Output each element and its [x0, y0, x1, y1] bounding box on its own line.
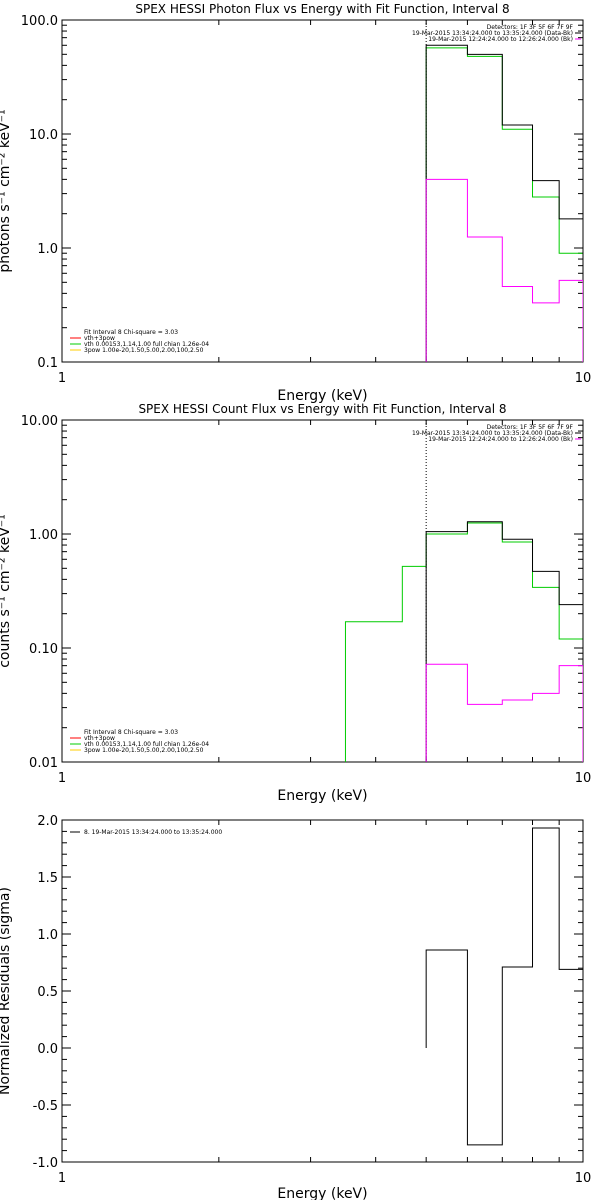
y-tick-label: 0.10: [29, 642, 58, 657]
y-tick-label: 10.0: [29, 128, 58, 143]
legend-bottom-line: 3pow 1.00e-20,1.50,5.00,2.00,100,2.50: [84, 347, 204, 354]
chart-panel-2: SPEX HESSI Count Flux vs Energy with Fit…: [0, 402, 591, 804]
legend-line: 8. 19-Mar-2015 13:34:24.000 to 13:35:24.…: [84, 829, 222, 836]
y-tick-label: 1.00: [29, 528, 58, 543]
chart-title: SPEX HESSI Count Flux vs Energy with Fit…: [138, 402, 506, 416]
series-group: [425, 44, 583, 362]
series-2-line: [425, 44, 583, 362]
series-1-line: [344, 522, 583, 762]
series-3-line: [425, 178, 583, 362]
y-tick-label: -0.5: [33, 1099, 58, 1114]
x-axis-label: Energy (keV): [277, 388, 367, 404]
legend-top-line: Detectors: 1F 3F 5F 6F 7F 9F: [487, 424, 574, 431]
x-tick-label: 1: [58, 371, 66, 386]
plot-frame: [61, 819, 584, 1163]
series-2-line: [425, 521, 583, 762]
y-axis-label: counts s⁻¹ cm⁻² keV⁻¹: [0, 514, 13, 668]
legend-bottom-line: 3pow 1.00e-20,1.50,5.00,2.00,100,2.50: [84, 747, 204, 754]
y-tick-label: 100.0: [21, 14, 58, 29]
x-tick-label: 10: [575, 371, 592, 386]
chart-panel-3: 1 10 -1.0 -0.5 0.0 0.5 1.0 1.5 2.0 Energy (keV) No…: [0, 814, 591, 1200]
x-axis-label: Energy (keV): [277, 1186, 367, 1200]
plot-frame: [61, 19, 584, 363]
y-tick-label: 1.0: [37, 928, 58, 943]
y-tick-label: 0.0: [37, 1042, 58, 1057]
x-tick-label: 10: [575, 771, 592, 786]
series-3-line: [425, 663, 583, 762]
y-tick-label: 1.0: [37, 242, 58, 257]
series-1-line: [425, 827, 583, 1146]
y-tick-label: -1.0: [33, 1156, 58, 1171]
x-tick-label: 1: [58, 771, 66, 786]
legend-top-line: Detectors: 1F 3F 5F 6F 7F 9F: [487, 24, 574, 31]
legend-bottom-line: Fit Interval 8 Chi-square = 3.03: [84, 329, 178, 336]
y-tick-label: 2.0: [37, 814, 58, 829]
legend-bottom-line: Fit Interval 8 Chi-square = 3.03: [84, 729, 178, 736]
y-axis-label: photons s⁻¹ cm⁻² keV⁻¹: [0, 109, 13, 272]
series-1-line: [425, 47, 583, 362]
legend-top-line: 19-Mar-2015 13:34:24.000 to 13:35:24.000…: [412, 430, 573, 437]
y-tick-label: 0.5: [37, 985, 58, 1000]
legend-bottom-line: vth 0.00153,1.14,1.00 full chian 1.26e-0…: [84, 741, 209, 748]
plot-frame: [61, 419, 584, 763]
series-group: [425, 827, 583, 1146]
x-tick-label: 10: [575, 1171, 592, 1186]
chart-title: SPEX HESSI Photon Flux vs Energy with Fi…: [135, 2, 509, 16]
y-axis-label: Normalized Residuals (sigma): [0, 887, 13, 1095]
x-axis-label: Energy (keV): [277, 788, 367, 804]
legend-bottom-line: vth 0.00153,1.14,1.00 full chian 1.26e-0…: [84, 341, 209, 348]
chart-panel-1: SPEX HESSI Photon Flux vs Energy with Fi…: [0, 2, 591, 404]
y-tick-label: 1.5: [37, 871, 58, 886]
y-tick-label: 0.1: [37, 356, 58, 371]
legend-top-line: 19-Mar-2015 12:24:24.000 to 12:26:24.000…: [428, 436, 573, 443]
legend-top-line: 19-Mar-2015 13:34:24.000 to 13:35:24.000…: [412, 30, 573, 37]
series-group: [344, 521, 583, 762]
legend-bottom-line: vth+3pow: [84, 735, 115, 742]
legend-top-line: 19-Mar-2015 12:24:24.000 to 12:26:24.000…: [428, 36, 573, 43]
y-tick-label: 10.00: [21, 414, 58, 429]
legend-bottom-line: vth+3pow: [84, 335, 115, 342]
y-tick-label: 0.01: [29, 756, 58, 771]
x-tick-label: 1: [58, 1171, 66, 1186]
